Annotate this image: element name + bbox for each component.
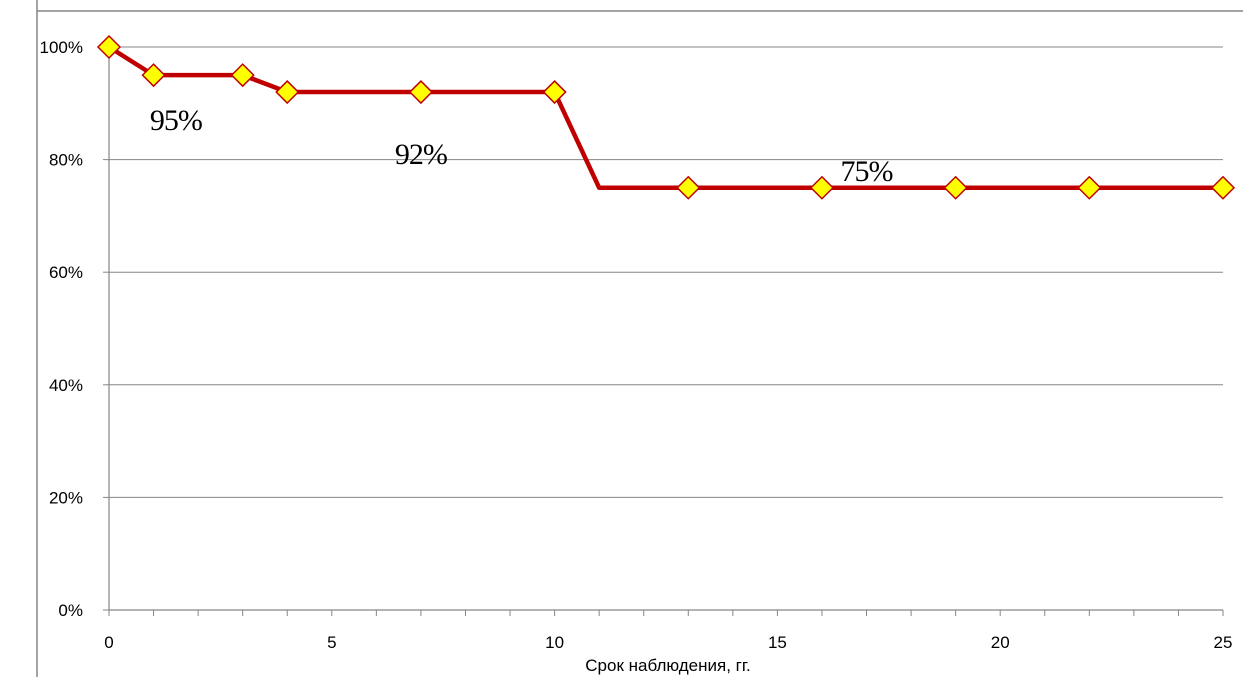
y-tick-label: 40% [49,376,83,395]
data-point-marker [676,175,701,200]
annotation-label: 75% [841,155,893,188]
data-point-marker [943,175,968,200]
annotation-label: 95% [150,104,202,137]
x-tick-label: 10 [545,633,564,652]
x-tick-label: 5 [327,633,336,652]
data-point-marker [96,34,122,60]
y-tick-label: 20% [49,488,83,507]
y-tick-label: 0% [58,601,83,620]
data-point-marker [141,63,166,88]
data-point-marker [1210,175,1236,200]
x-tick-label: 25 [1214,633,1233,652]
data-point-marker [275,79,300,105]
data-point-marker [542,79,567,105]
y-tick-label: 100% [40,38,83,57]
data-point-marker [408,79,433,105]
x-tick-label: 20 [991,633,1010,652]
data-point-marker [1077,175,1102,200]
y-tick-label: 60% [49,263,83,282]
annotation-label: 92% [395,138,447,171]
series-line [107,45,1223,190]
data-point-marker [230,63,255,88]
x-axis-title: Срок наблюдения, гг. [585,656,750,675]
data-point-marker [809,175,835,200]
x-tick-label: 0 [104,633,113,652]
x-tick-label: 15 [768,633,787,652]
y-tick-label: 80% [49,151,83,170]
